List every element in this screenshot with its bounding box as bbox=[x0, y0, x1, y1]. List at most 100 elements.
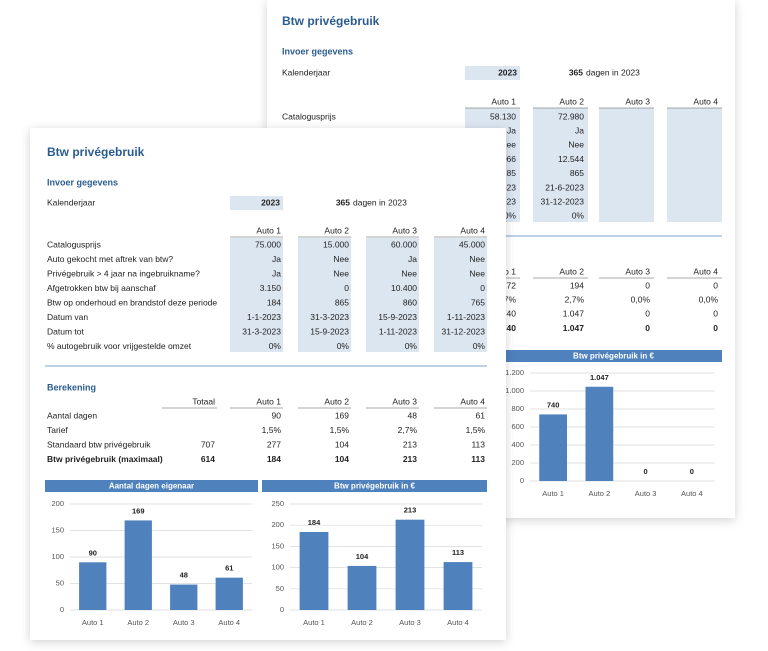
x-tick-label: Auto 3 bbox=[635, 489, 657, 498]
chart-title: Aantal dagen eigenaar bbox=[109, 482, 194, 491]
result-value: 194 bbox=[570, 280, 584, 290]
input-value: 31-3-2023 bbox=[242, 326, 281, 336]
calc-value: 48 bbox=[408, 410, 418, 420]
sheet-title: Btw privégebruik bbox=[282, 14, 380, 28]
input-value: 0% bbox=[405, 341, 418, 351]
column-header: Auto 3 bbox=[625, 96, 650, 106]
input-value: Nee bbox=[333, 268, 349, 278]
input-value: 72.980 bbox=[558, 111, 584, 121]
result-value: 172 bbox=[502, 280, 516, 290]
input-value: Nee bbox=[333, 254, 349, 264]
sheet-paper bbox=[30, 128, 506, 640]
input-value: 0 bbox=[344, 283, 349, 293]
chart-title: Btw privégebruik in € bbox=[573, 352, 654, 361]
input-value: 2023 bbox=[497, 196, 516, 206]
days-text: dagen in 2023 bbox=[353, 197, 407, 207]
data-label: 184 bbox=[308, 518, 321, 527]
y-tick-label: 0 bbox=[520, 476, 524, 485]
x-tick-label: Auto 2 bbox=[127, 618, 149, 627]
input-value: 0 bbox=[480, 283, 485, 293]
section-heading: Berekening bbox=[47, 382, 96, 392]
input-value: 31-3-2023 bbox=[310, 312, 349, 322]
x-tick-label: Auto 2 bbox=[589, 489, 611, 498]
x-tick-label: Auto 1 bbox=[82, 618, 104, 627]
y-tick-label: 200 bbox=[511, 458, 524, 467]
input-value: 75.000 bbox=[255, 239, 281, 249]
bar bbox=[443, 562, 473, 610]
input-column bbox=[434, 238, 487, 352]
data-label: 104 bbox=[356, 552, 369, 561]
input-value: 12.544 bbox=[558, 154, 584, 164]
y-tick-label: 1.000 bbox=[505, 386, 524, 395]
sheet-title: Btw privégebruik bbox=[47, 145, 145, 159]
input-value: 58.130 bbox=[490, 111, 516, 121]
result-value: 0,0% bbox=[631, 294, 651, 304]
x-tick-label: Auto 4 bbox=[218, 618, 240, 627]
result-value: 1.047 bbox=[563, 323, 585, 333]
input-value: 60.000 bbox=[391, 239, 417, 249]
input-value: 10.400 bbox=[391, 283, 417, 293]
input-value: 85 bbox=[507, 168, 517, 178]
calc-value: 1,5% bbox=[330, 425, 350, 435]
bar bbox=[170, 584, 198, 610]
days-text: dagen in 2023 bbox=[586, 67, 640, 77]
column-header: Auto 4 bbox=[693, 96, 718, 106]
input-value: Nee bbox=[469, 268, 485, 278]
y-tick-label: 100 bbox=[51, 552, 64, 561]
column-header: Auto 1 bbox=[256, 396, 281, 406]
data-label: 61 bbox=[225, 564, 233, 573]
calc-value: 113 bbox=[471, 454, 485, 464]
bar bbox=[124, 520, 152, 610]
input-value: Ja bbox=[408, 254, 417, 264]
input-value: 15-9-2023 bbox=[378, 312, 417, 322]
input-value: 765 bbox=[471, 297, 485, 307]
row-label: Aantal dagen bbox=[47, 410, 97, 420]
input-column bbox=[533, 108, 588, 222]
column-header: Auto 1 bbox=[256, 225, 281, 235]
input-value: 0% bbox=[473, 341, 486, 351]
input-value: Nee bbox=[469, 254, 485, 264]
chart-header bbox=[505, 350, 722, 362]
y-tick-label: 800 bbox=[511, 404, 524, 413]
result-value: 740 bbox=[502, 309, 516, 319]
front-sheet: Btw privégebruik Invoer gegevens Kalenderj… bbox=[30, 128, 506, 640]
column-header: Auto 4 bbox=[460, 225, 485, 235]
chart-title: Btw privégebruik in € bbox=[334, 482, 415, 491]
section-heading: Invoer gegevens bbox=[282, 46, 353, 56]
calc-value: 90 bbox=[272, 410, 282, 420]
calc-value: 277 bbox=[267, 439, 281, 449]
calc-value: 707 bbox=[201, 439, 215, 449]
column-header: Auto 3 bbox=[392, 396, 417, 406]
data-label: 1.047 bbox=[590, 373, 609, 382]
x-tick-label: Auto 4 bbox=[447, 618, 469, 627]
bar bbox=[395, 519, 425, 610]
row-label: % autogebruik voor vrijgestelde omzet bbox=[47, 341, 192, 351]
input-value: Ja bbox=[272, 254, 281, 264]
column-header: Auto 2 bbox=[559, 96, 584, 106]
row-label: Auto gekocht met aftrek van btw? bbox=[47, 254, 173, 264]
y-tick-label: 50 bbox=[276, 584, 284, 593]
column-header: Auto 4 bbox=[460, 396, 485, 406]
result-value: 0,0% bbox=[699, 294, 719, 304]
x-tick-label: Auto 1 bbox=[303, 618, 325, 627]
result-value: 0 bbox=[645, 323, 650, 333]
bar bbox=[539, 414, 567, 481]
section-heading: Invoer gegevens bbox=[47, 177, 118, 187]
calc-value: 169 bbox=[335, 410, 349, 420]
calc-value: 1,5% bbox=[466, 425, 486, 435]
data-label: 113 bbox=[452, 548, 464, 557]
input-value: Nee bbox=[401, 268, 417, 278]
data-label: 0 bbox=[690, 467, 694, 476]
column-header: Auto 3 bbox=[625, 266, 650, 276]
result-value: 0 bbox=[713, 323, 718, 333]
input-value: 0% bbox=[504, 211, 517, 221]
y-tick-label: 50 bbox=[56, 578, 64, 587]
column-header: Auto 2 bbox=[324, 396, 349, 406]
chart-header bbox=[45, 480, 258, 492]
input-value: 45.000 bbox=[459, 239, 485, 249]
x-tick-label: Auto 2 bbox=[351, 618, 373, 627]
calc-value: 104 bbox=[335, 439, 349, 449]
input-value: 2023 bbox=[261, 197, 280, 207]
bar bbox=[347, 565, 377, 610]
result-value: 1.047 bbox=[563, 309, 585, 319]
